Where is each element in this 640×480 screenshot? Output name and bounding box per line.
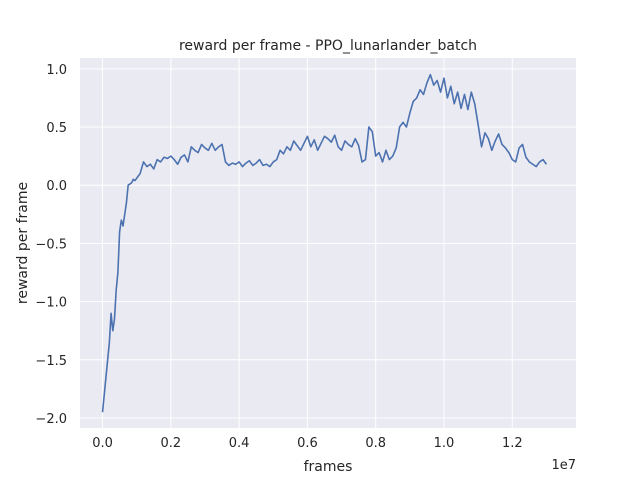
x-tick-label: 0.8 (365, 436, 386, 451)
y-tick-label: −2.0 (35, 412, 67, 427)
x-tick-label: 0.4 (229, 436, 250, 451)
x-axis-offset-label: 1e7 (551, 458, 576, 473)
x-tick-label: 0.2 (160, 436, 181, 451)
y-tick-label: 1.0 (46, 63, 67, 78)
x-tick-label: 1.2 (502, 436, 523, 451)
y-tick-label: −0.5 (35, 237, 67, 252)
y-axis-label: reward per frame (15, 182, 31, 304)
y-tick-labels: −2.0 −1.5 −1.0 −0.5 0.0 0.5 1.0 (35, 63, 67, 427)
x-axis-label: frames (304, 459, 353, 475)
x-tick-label: 1.0 (434, 436, 455, 451)
grid-lines (80, 58, 576, 428)
chart-title: reward per frame - PPO_lunarlander_batch (179, 38, 477, 54)
y-tick-label: 0.0 (46, 179, 67, 194)
series-line (101, 73, 548, 413)
x-tick-labels: 0.0 0.2 0.4 0.6 0.8 1.0 1.2 (92, 436, 522, 451)
x-tick-label: 0.6 (297, 436, 318, 451)
x-tick-label: 0.0 (92, 436, 113, 451)
y-tick-label: 0.5 (46, 121, 67, 136)
y-tick-label: −1.0 (35, 296, 67, 311)
y-tick-label: −1.5 (35, 354, 67, 369)
